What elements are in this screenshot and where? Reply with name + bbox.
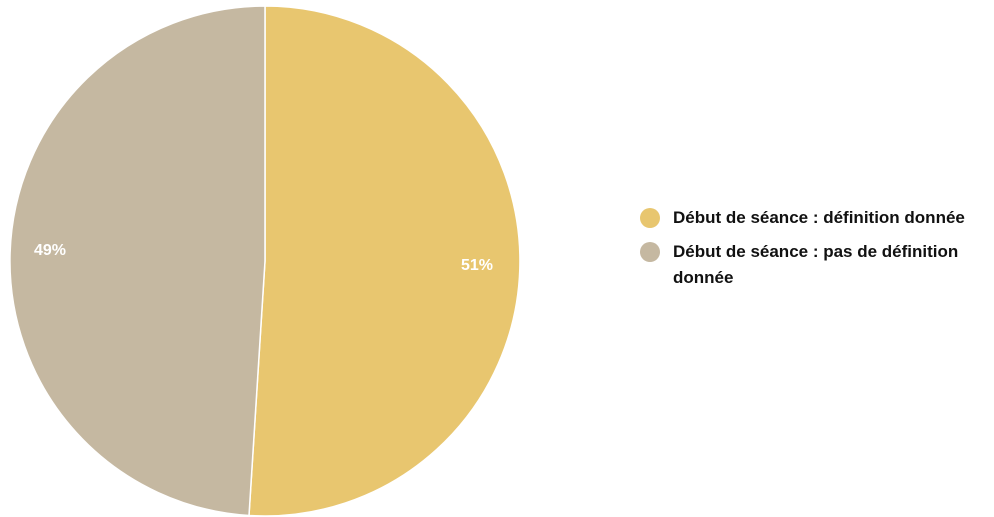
pie-slice-definition-given [248,5,521,517]
legend-swatch-no-definition [640,242,660,262]
legend-label-definition-given: Début de séance : définition donnée [673,208,965,227]
legend-item-definition-given: Début de séance : définition donnée [640,205,990,231]
pie-label-no-definition: 49% [34,242,66,259]
chart-legend: Début de séance : définition donnée Débu… [640,205,990,299]
legend-label-no-definition: Début de séance : pas de définition donn… [673,242,959,287]
legend-item-no-definition: Début de séance : pas de définition donn… [640,239,990,291]
legend-swatch-definition-given [640,208,660,228]
pie-label-definition-given: 51% [461,257,493,274]
pie-slice-no-definition [9,5,266,517]
